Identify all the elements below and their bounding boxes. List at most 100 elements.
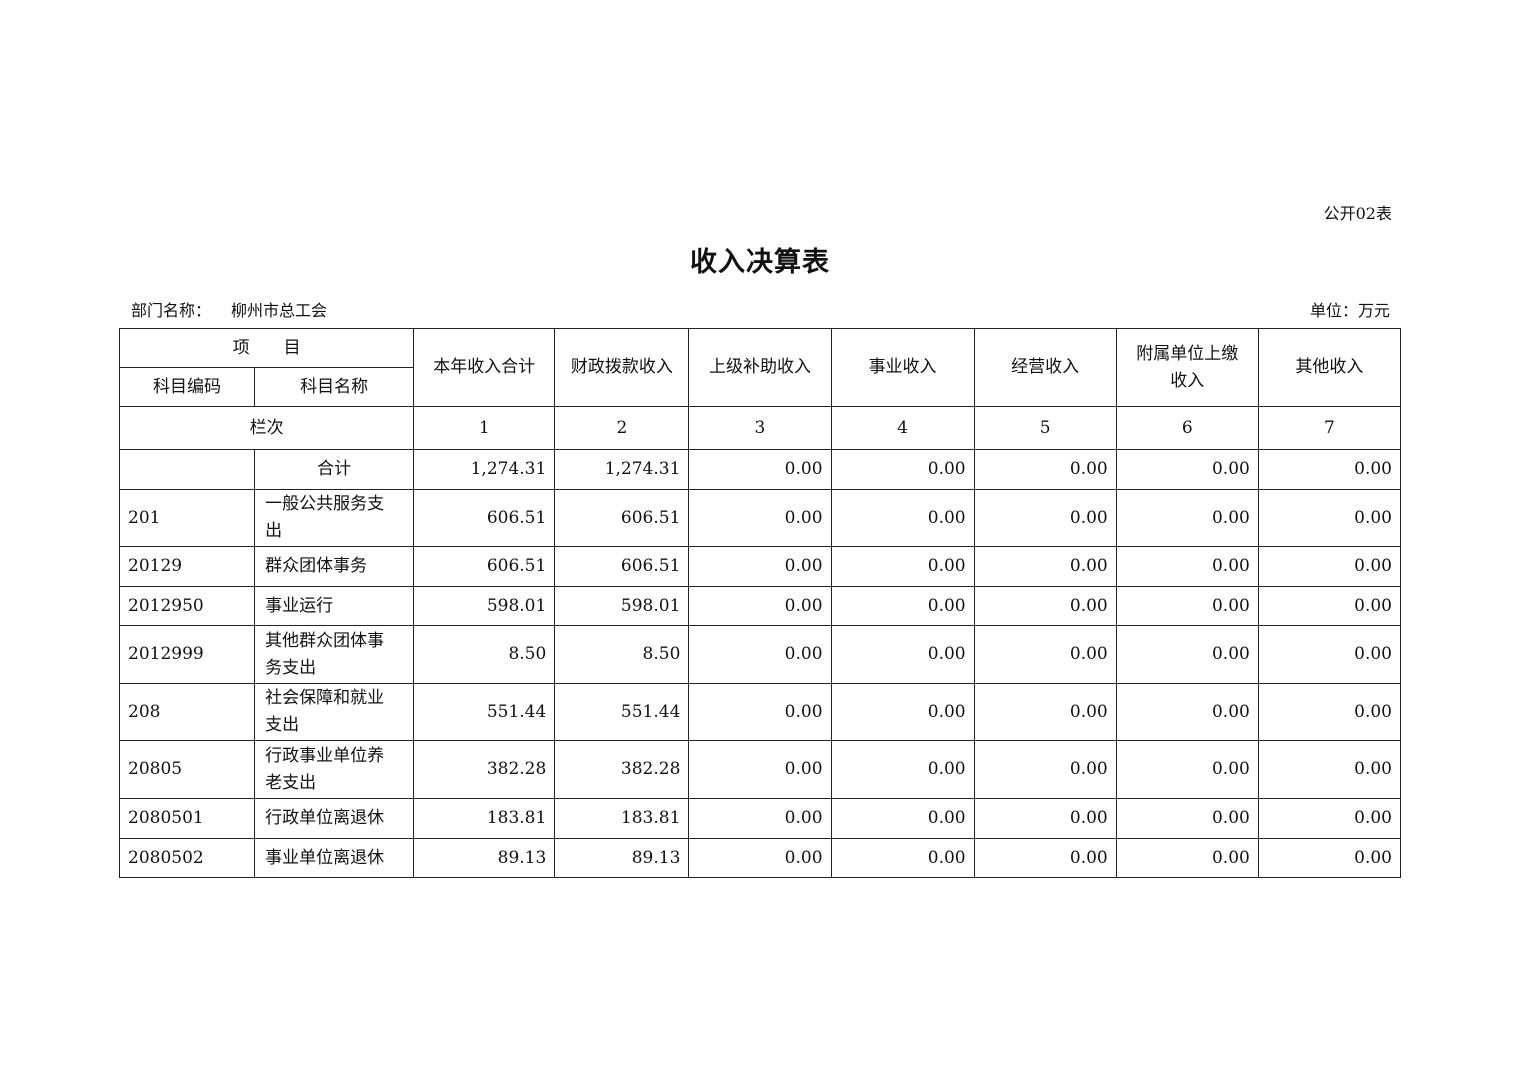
amount-cell: 0.00 bbox=[688, 625, 832, 684]
total-value: 1,274.31 bbox=[554, 449, 690, 490]
amount-cell: 0.00 bbox=[1115, 625, 1259, 684]
department-name: 柳州市总工会 bbox=[231, 301, 328, 320]
subject-code: 2080501 bbox=[118, 798, 256, 839]
table-row: 208 社会保障和就业支出 551.44 551.44 0.00 0.00 0.00 0.00… bbox=[118, 683, 1402, 741]
row-number: 6 bbox=[1115, 406, 1259, 450]
amount-cell: 0.00 bbox=[1257, 625, 1402, 684]
amount-cell: 8.50 bbox=[413, 625, 556, 684]
page-title: 收入决算表 bbox=[690, 247, 830, 278]
amount-cell: 89.13 bbox=[554, 838, 690, 878]
subject-name: 事业单位离退休 bbox=[254, 838, 415, 878]
unit-label: 单位：万元 bbox=[1309, 301, 1390, 320]
amount-cell: 606.51 bbox=[413, 489, 556, 547]
table-row: 2080502 事业单位离退休 89.13 89.13 0.00 0.00 0.00 0.00… bbox=[118, 838, 1402, 878]
amount-cell: 598.01 bbox=[413, 586, 556, 626]
total-code bbox=[118, 449, 256, 490]
amount-cell: 0.00 bbox=[1257, 489, 1402, 547]
header-code: 科目编码 bbox=[118, 367, 256, 407]
subject-code: 2080502 bbox=[118, 838, 256, 878]
table-row: 2080501 行政单位离退休 183.81 183.81 0.00 0.00 0.00 0.… bbox=[118, 798, 1402, 839]
header-col-3: 上级补助收入 bbox=[688, 328, 832, 407]
header-row: 项 目 本年收入合计 财政拨款收入 上级补助收入 事业收入 经营收入 附属单位上… bbox=[118, 328, 1402, 407]
subject-name: 事业运行 bbox=[254, 586, 415, 626]
row-number-label: 栏次 bbox=[118, 406, 415, 450]
amount-cell: 0.00 bbox=[973, 586, 1117, 626]
total-value: 1,274.31 bbox=[413, 449, 556, 490]
subject-name: 群众团体事务 bbox=[254, 546, 415, 587]
subject-name: 行政事业单位养老支出 bbox=[254, 740, 415, 799]
amount-cell: 0.00 bbox=[973, 798, 1117, 839]
header-item: 项 目 bbox=[118, 328, 415, 368]
amount-cell: 0.00 bbox=[973, 625, 1117, 684]
amount-cell: 0.00 bbox=[973, 489, 1117, 547]
subject-code: 201 bbox=[118, 489, 256, 547]
header-name: 科目名称 bbox=[254, 367, 415, 407]
amount-cell: 0.00 bbox=[973, 838, 1117, 878]
amount-cell: 0.00 bbox=[1257, 798, 1402, 839]
amount-cell: 551.44 bbox=[413, 683, 556, 741]
amount-cell: 0.00 bbox=[830, 546, 975, 587]
amount-cell: 0.00 bbox=[688, 586, 832, 626]
amount-cell: 89.13 bbox=[413, 838, 556, 878]
amount-cell: 0.00 bbox=[688, 798, 832, 839]
total-value: 0.00 bbox=[1257, 449, 1402, 490]
amount-cell: 0.00 bbox=[973, 740, 1117, 799]
row-number: 5 bbox=[973, 406, 1117, 450]
amount-cell: 0.00 bbox=[688, 546, 832, 587]
amount-cell: 0.00 bbox=[973, 546, 1117, 587]
table-row: 2012950 事业运行 598.01 598.01 0.00 0.00 0.00 0.00 0… bbox=[118, 586, 1402, 626]
subject-code: 20805 bbox=[118, 740, 256, 799]
row-number-row: 栏次 1 2 3 4 5 6 7 bbox=[118, 406, 1402, 450]
row-number: 3 bbox=[688, 406, 832, 450]
amount-cell: 0.00 bbox=[830, 489, 975, 547]
income-table: 项 目 本年收入合计 财政拨款收入 上级补助收入 事业收入 经营收入 附属单位上… bbox=[118, 328, 1402, 878]
amount-cell: 0.00 bbox=[688, 740, 832, 799]
table-row: 2012999 其他群众团体事务支出 8.50 8.50 0.00 0.00 0.00 0.0… bbox=[118, 625, 1402, 684]
total-row: 合计 1,274.31 1,274.31 0.00 0.00 0.00 0.00… bbox=[118, 449, 1402, 490]
amount-cell: 183.81 bbox=[554, 798, 690, 839]
amount-cell: 0.00 bbox=[1257, 838, 1402, 878]
amount-cell: 0.00 bbox=[830, 740, 975, 799]
amount-cell: 606.51 bbox=[554, 489, 690, 547]
subject-name: 社会保障和就业支出 bbox=[254, 683, 415, 741]
amount-cell: 0.00 bbox=[688, 683, 832, 741]
header-col-1: 本年收入合计 bbox=[413, 328, 556, 407]
row-number: 7 bbox=[1257, 406, 1402, 450]
subject-name: 其他群众团体事务支出 bbox=[254, 625, 415, 684]
total-label: 合计 bbox=[254, 449, 415, 490]
amount-cell: 0.00 bbox=[1115, 798, 1259, 839]
amount-cell: 0.00 bbox=[830, 798, 975, 839]
total-value: 0.00 bbox=[1115, 449, 1259, 490]
amount-cell: 0.00 bbox=[1115, 489, 1259, 547]
table-row: 201 一般公共服务支出 606.51 606.51 0.00 0.00 0.00 0.00 0… bbox=[118, 489, 1402, 547]
subject-code: 208 bbox=[118, 683, 256, 741]
amount-cell: 551.44 bbox=[554, 683, 690, 741]
header-col-6: 附属单位上缴收入 bbox=[1115, 328, 1259, 407]
header-col-7: 其他收入 bbox=[1257, 328, 1402, 407]
table-row: 20129 群众团体事务 606.51 606.51 0.00 0.00 0.00 0.00 0… bbox=[118, 546, 1402, 587]
amount-cell: 0.00 bbox=[688, 489, 832, 547]
amount-cell: 0.00 bbox=[830, 683, 975, 741]
amount-cell: 606.51 bbox=[554, 546, 690, 587]
total-value: 0.00 bbox=[830, 449, 975, 490]
row-number: 2 bbox=[554, 406, 690, 450]
amount-cell: 0.00 bbox=[1115, 740, 1259, 799]
total-value: 0.00 bbox=[688, 449, 832, 490]
amount-cell: 598.01 bbox=[554, 586, 690, 626]
header-col-4: 事业收入 bbox=[830, 328, 975, 407]
subject-code: 20129 bbox=[118, 546, 256, 587]
department-label: 部门名称： bbox=[131, 301, 212, 320]
subject-code: 2012950 bbox=[118, 586, 256, 626]
amount-cell: 606.51 bbox=[413, 546, 556, 587]
amount-cell: 0.00 bbox=[830, 586, 975, 626]
total-value: 0.00 bbox=[973, 449, 1117, 490]
amount-cell: 0.00 bbox=[973, 683, 1117, 741]
amount-cell: 0.00 bbox=[830, 838, 975, 878]
amount-cell: 0.00 bbox=[1257, 740, 1402, 799]
subject-name: 行政单位离退休 bbox=[254, 798, 415, 839]
amount-cell: 382.28 bbox=[413, 740, 556, 799]
form-number: 公开02表 bbox=[1323, 204, 1392, 223]
amount-cell: 0.00 bbox=[688, 838, 832, 878]
amount-cell: 0.00 bbox=[1115, 838, 1259, 878]
row-number: 1 bbox=[413, 406, 556, 450]
